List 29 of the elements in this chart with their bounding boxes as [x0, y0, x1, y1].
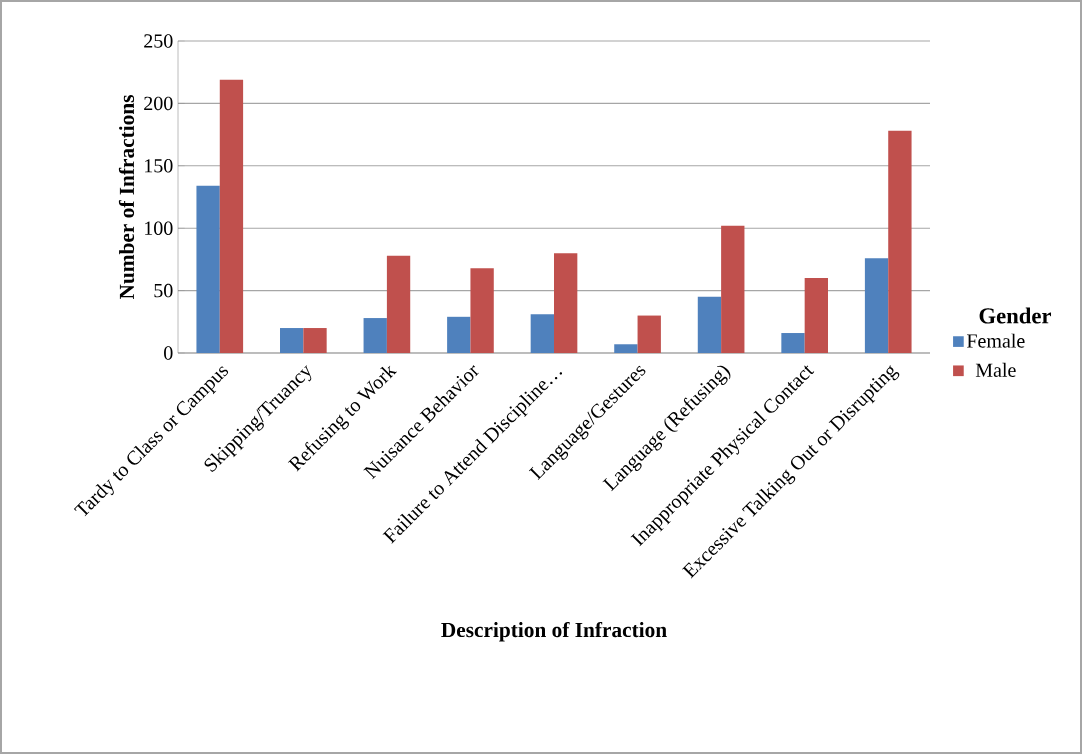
bar	[530, 314, 554, 353]
bar	[280, 328, 304, 353]
bar	[637, 315, 661, 353]
y-tick-label: 200	[144, 96, 173, 111]
bar	[470, 268, 494, 353]
bar	[721, 225, 745, 353]
legend-label: Male	[975, 362, 1016, 377]
legend-title: Gender	[979, 307, 1052, 324]
bar	[303, 328, 327, 353]
y-tick-label: 100	[145, 221, 173, 235]
y-tick-label: 150	[145, 159, 173, 173]
bar	[196, 185, 220, 353]
legend-label: Female	[966, 333, 1025, 348]
bar	[363, 318, 387, 353]
bar	[554, 253, 578, 353]
bar	[386, 255, 411, 353]
x-axis-title: Description of Infraction	[441, 621, 667, 642]
bar	[888, 130, 912, 353]
bar	[781, 333, 805, 353]
bar	[447, 316, 471, 353]
bar	[697, 296, 722, 353]
y-tick-label: 0	[164, 346, 173, 360]
bar	[804, 278, 828, 353]
y-tick-label: 250	[144, 34, 173, 48]
bar	[219, 79, 244, 353]
y-tick-label: 50	[154, 283, 173, 298]
bar	[864, 258, 889, 353]
y-axis-title: Number of Infractions	[118, 95, 135, 300]
bar	[614, 344, 638, 353]
